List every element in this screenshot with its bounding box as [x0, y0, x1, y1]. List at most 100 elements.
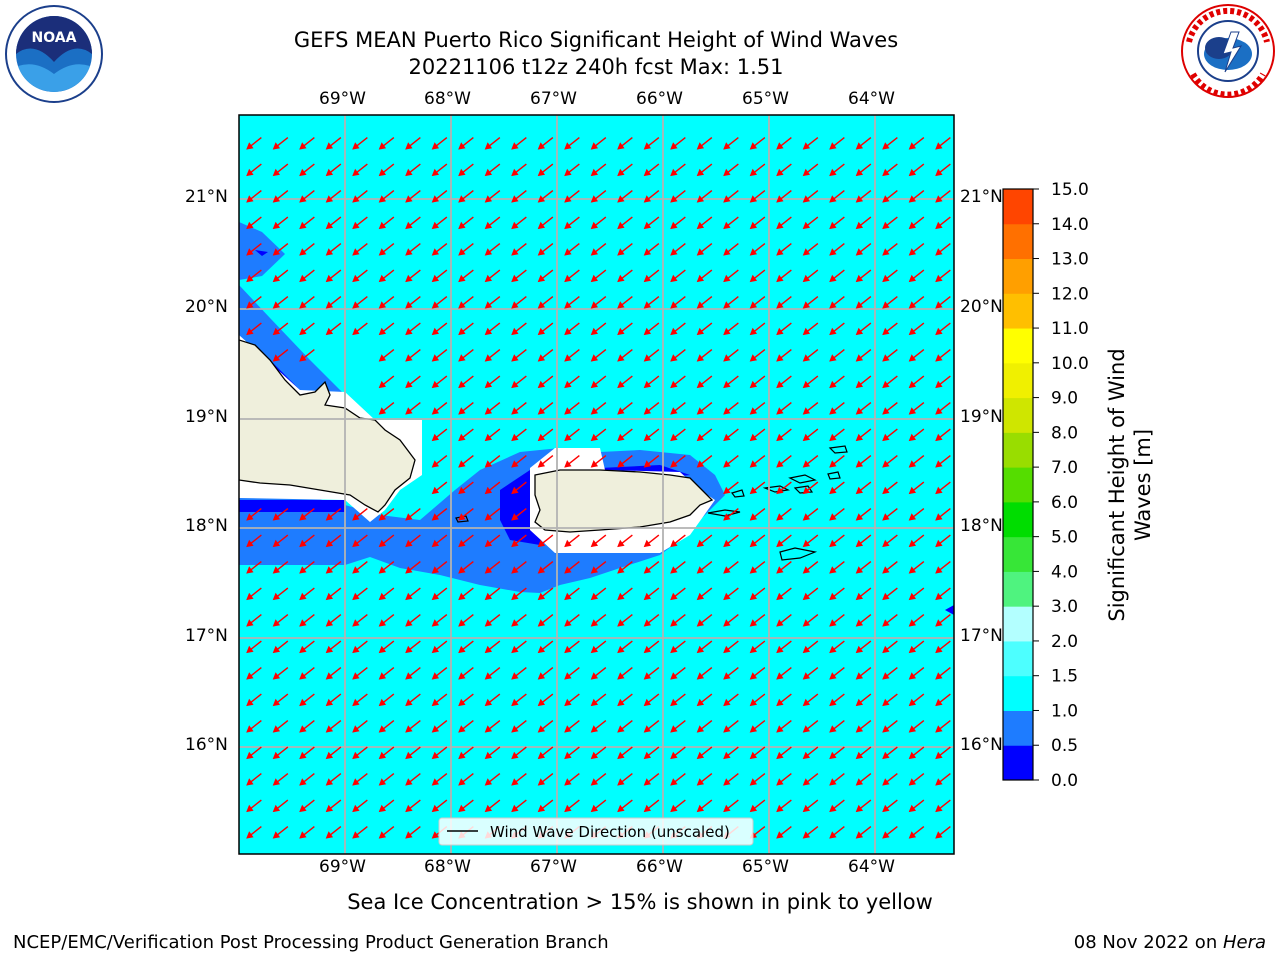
wave-arrow-head: [246, 195, 254, 203]
wave-arrow-head: [484, 539, 493, 548]
wave-arrow-head: [378, 248, 387, 256]
wave-arrow-head: [935, 301, 943, 309]
lon-tick-top: 67°W: [530, 89, 577, 109]
wave-arrow-head: [246, 566, 254, 574]
colorbar-tick-label: 5.0: [1051, 528, 1078, 548]
wave-arrow-head: [458, 407, 466, 415]
wave-arrow-head: [643, 221, 652, 230]
wave-arrow-head: [511, 327, 519, 336]
wave-arrow-head: [723, 539, 731, 548]
wave-arrow-head: [776, 645, 784, 654]
wave-arrow-head: [882, 248, 890, 256]
wave-arrow-head: [246, 751, 254, 760]
wave-arrow-head: [352, 168, 360, 177]
wave-arrow-head: [723, 168, 731, 177]
wave-arrow-head: [537, 168, 546, 177]
wave-arrow-head: [272, 539, 281, 548]
wave-arrow-head: [325, 513, 334, 521]
wave-arrow-head: [617, 195, 625, 203]
wave-arrow-head: [431, 221, 440, 230]
wave-arrow-head: [670, 195, 678, 203]
wave-arrow-head: [325, 831, 334, 839]
wave-arrow-head: [564, 248, 572, 256]
wave-arrow-head: [564, 725, 572, 733]
wave-arrow-head: [378, 513, 387, 521]
wave-arrow-head: [590, 751, 599, 760]
wave-arrow-head: [484, 142, 493, 150]
wave-arrow-head: [829, 619, 837, 627]
wave-arrow-head: [908, 168, 917, 177]
wave-arrow-head: [378, 380, 387, 389]
wave-arrow-head: [829, 460, 837, 468]
wave-arrow-head: [855, 460, 864, 468]
wave-arrow-head: [749, 407, 758, 415]
wave-arrow-head: [882, 698, 890, 707]
wave-arrow-head: [511, 248, 519, 256]
wave-arrow-head: [749, 380, 758, 389]
wave-arrow-head: [511, 513, 519, 521]
wave-arrow-head: [590, 407, 599, 415]
wave-arrow-head: [855, 327, 864, 336]
wave-arrow-head: [458, 804, 466, 813]
sea-ice-note: Sea Ice Concentration > 15% is shown in …: [347, 890, 933, 914]
wave-arrow-head: [325, 301, 334, 309]
wave-arrow-head: [458, 778, 466, 786]
wave-arrow-head: [590, 142, 599, 150]
wave-arrow-head: [802, 433, 811, 442]
wave-arrow-head: [378, 539, 387, 548]
lat-tick-left: 21°N: [185, 187, 228, 207]
wave-arrow-head: [670, 539, 678, 548]
wave-arrow-head: [882, 221, 890, 230]
wave-arrow-head: [272, 301, 281, 309]
wave-arrow-head: [299, 566, 307, 574]
wave-arrow-head: [802, 274, 811, 283]
wave-arrow-head: [537, 619, 546, 627]
wave-arrow-head: [723, 751, 731, 760]
wave-arrow-head: [431, 566, 440, 574]
wave-arrow-head: [908, 142, 917, 150]
wave-arrow-head: [484, 354, 493, 362]
wave-arrow-head: [829, 142, 837, 150]
wave-arrow-head: [325, 327, 334, 336]
lon-tick-bottom: 65°W: [742, 857, 789, 877]
wave-arrow-head: [908, 195, 917, 203]
wave-arrow-head: [431, 168, 440, 177]
wave-arrow-head: [590, 672, 599, 680]
wave-arrow-head: [749, 274, 758, 283]
wave-arrow-head: [643, 248, 652, 256]
wave-arrow-head: [908, 327, 917, 336]
wave-arrow-head: [802, 407, 811, 415]
wave-arrow-head: [643, 142, 652, 150]
wave-arrow-head: [325, 195, 334, 203]
wave-arrow-head: [484, 804, 493, 813]
wave-arrow-head: [855, 248, 864, 256]
wave-arrow-head: [802, 698, 811, 707]
wave-arrow-head: [908, 539, 917, 548]
wave-arrow-head: [802, 327, 811, 336]
wave-arrow-head: [723, 460, 731, 468]
wave-arrow-head: [882, 831, 890, 839]
wave-arrow-head: [749, 486, 758, 495]
wave-arrow-head: [431, 592, 440, 601]
wave-arrow-head: [802, 221, 811, 230]
wave-arrow-head: [908, 831, 917, 839]
wave-arrow-head: [776, 539, 784, 548]
wave-arrow-head: [935, 486, 943, 495]
wave-arrow-head: [670, 248, 678, 256]
wave-arrow-head: [458, 142, 466, 150]
wave-arrow-head: [299, 619, 307, 627]
wave-arrow-head: [643, 274, 652, 283]
wave-arrow-head: [776, 566, 784, 574]
wave-arrow-head: [325, 698, 334, 707]
wave-arrow-head: [802, 301, 811, 309]
wave-arrow-head: [882, 751, 890, 760]
wave-arrow-head: [802, 539, 811, 548]
wave-arrow-head: [325, 751, 334, 760]
wave-arrow-head: [882, 539, 890, 548]
wave-arrow-head: [855, 831, 864, 839]
wave-arrow-head: [272, 831, 281, 839]
wave-arrow-head: [378, 354, 387, 362]
wave-arrow-head: [749, 751, 758, 760]
wave-arrow-head: [855, 433, 864, 442]
wave-arrow-head: [431, 539, 440, 548]
